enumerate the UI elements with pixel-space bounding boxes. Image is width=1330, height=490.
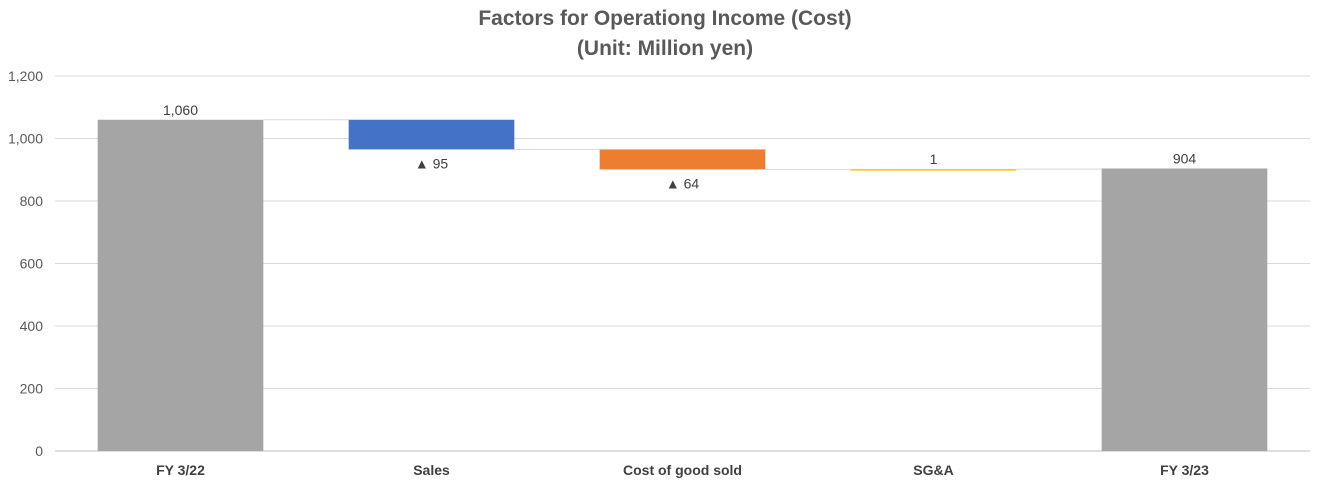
x-category-label: Cost of good sold: [623, 462, 742, 478]
x-category-label: Sales: [413, 462, 450, 478]
data-label: 904: [1173, 151, 1197, 167]
y-tick-label: 600: [20, 256, 44, 272]
y-tick-label: 800: [20, 193, 44, 209]
data-label: 1: [930, 151, 938, 167]
chart-title: Factors for Operationg Income (Cost) (Un…: [0, 4, 1330, 64]
y-tick-label: 1,000: [8, 131, 43, 147]
data-label: ▲ 64: [666, 175, 700, 191]
x-category-label: FY 3/22: [156, 462, 205, 478]
data-label: ▲ 95: [415, 155, 449, 171]
chart-subtitle-text: (Unit: Million yen): [576, 37, 754, 60]
chart-title-text: Factors for Operationg Income (Cost): [478, 7, 852, 30]
bar-1: [348, 119, 515, 150]
bar-3: [850, 169, 1017, 171]
x-category-label: FY 3/23: [1160, 462, 1209, 478]
data-label: 1,060: [163, 102, 198, 118]
y-tick-label: 400: [20, 318, 44, 334]
bar-0: [97, 119, 264, 451]
y-tick-label: 1,200: [8, 68, 43, 84]
bar-4: [1101, 168, 1268, 451]
y-tick-label: 200: [20, 381, 44, 397]
x-category-label: SG&A: [913, 462, 953, 478]
bar-2: [599, 149, 766, 170]
y-tick-label: 0: [35, 443, 43, 459]
